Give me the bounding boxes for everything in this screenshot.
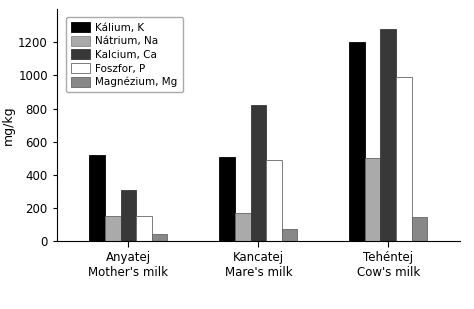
Bar — [266, 160, 282, 241]
Bar — [235, 213, 251, 241]
Bar — [282, 229, 297, 241]
Bar — [396, 77, 412, 241]
Bar — [219, 157, 235, 241]
Bar — [120, 190, 136, 241]
Bar — [136, 216, 152, 241]
Bar — [105, 216, 120, 241]
Bar — [349, 42, 365, 241]
Bar — [152, 235, 167, 241]
Bar — [365, 158, 381, 241]
Bar — [251, 105, 266, 241]
Bar — [90, 155, 105, 241]
Bar — [412, 217, 427, 241]
Y-axis label: mg/kg: mg/kg — [2, 105, 15, 145]
Legend: Kálium, K, Nátrium, Na, Kalcium, Ca, Foszfor, P, Magnézium, Mg: Kálium, K, Nátrium, Na, Kalcium, Ca, Fos… — [66, 17, 183, 92]
Bar — [381, 29, 396, 241]
